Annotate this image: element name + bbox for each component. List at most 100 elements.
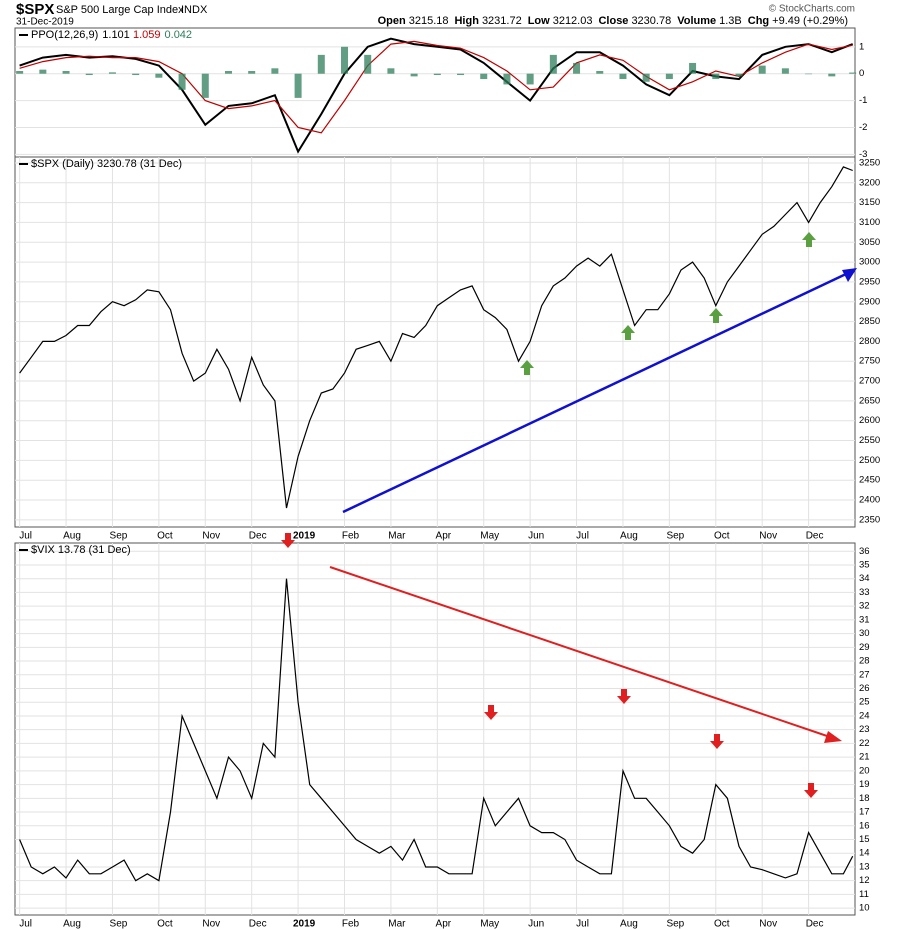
x-tick-label: Nov: [202, 531, 220, 542]
x-tick-label: Mar: [388, 531, 406, 542]
histogram-bar: [433, 73, 441, 76]
legend-value: 1.059: [133, 29, 161, 41]
y-tick-label: 2600: [859, 415, 880, 426]
legend: PPO(12,26,9) 1.101 1.059 0.042: [31, 29, 192, 41]
x-tick-label: Oct: [714, 531, 730, 542]
x-tick-label: Sep: [666, 919, 684, 930]
histogram-bar: [178, 73, 186, 90]
x-tick-label: Nov: [759, 919, 777, 930]
y-tick-label: 2900: [859, 296, 880, 307]
x-tick-label: Jul: [576, 531, 589, 542]
x-tick-label: Sep: [110, 531, 128, 542]
histogram-bar: [549, 54, 557, 74]
x-tick-label: Jul: [576, 919, 589, 930]
histogram-bar: [39, 69, 47, 74]
stat-label: High: [454, 15, 479, 27]
x-tick-label: May: [480, 919, 499, 930]
histogram-bar: [387, 68, 395, 74]
trend-line: [342, 272, 847, 514]
histogram-bar: [457, 73, 465, 76]
y-tick-label: 25: [859, 697, 870, 708]
histogram-bar: [689, 62, 697, 74]
x-tick-label: Apr: [436, 531, 452, 542]
stat-value: +9.49 (+0.29%): [772, 15, 848, 27]
histogram-bar: [16, 71, 24, 74]
y-tick-label: 21: [859, 752, 870, 763]
histogram-bar: [248, 71, 256, 74]
y-tick-label: 30: [859, 628, 870, 639]
stat-value: 3230.78: [631, 15, 672, 27]
arrowhead: [842, 268, 857, 282]
x-tick-label: Jun: [528, 919, 544, 930]
histogram-bar: [132, 73, 140, 76]
histogram-bar: [619, 73, 627, 80]
histogram-bar: [224, 71, 232, 74]
y-tick-label: 3100: [859, 217, 880, 228]
y-tick-label: 2500: [859, 455, 880, 466]
y-tick-label: 3050: [859, 237, 880, 248]
y-tick-label: 35: [859, 559, 870, 570]
histogram-bar: [480, 73, 488, 80]
histogram-bar: [85, 73, 93, 76]
y-tick-label: 0: [859, 68, 864, 79]
up-arrows: [520, 232, 816, 375]
y-tick-label: 2800: [859, 336, 880, 347]
x-tick-label: Jul: [19, 531, 32, 542]
exchange: INDX: [181, 4, 208, 16]
date: 31-Dec-2019: [16, 17, 74, 28]
y-tick-label: 2750: [859, 356, 880, 367]
x-tick-label: Apr: [436, 919, 452, 930]
legend-title: PPO(12,26,9): [31, 29, 98, 41]
x-tick-label: 2019: [293, 531, 316, 542]
x-tick-label: Aug: [620, 531, 638, 542]
y-tick-label: 31: [859, 614, 870, 625]
histogram-bar: [781, 68, 789, 74]
x-tick-label: Feb: [342, 919, 360, 930]
x-tick-label: Dec: [806, 919, 824, 930]
y-tick-label: -3: [859, 149, 867, 160]
histogram-bar: [108, 72, 116, 74]
y-tick-label: 19: [859, 779, 870, 790]
y-tick-label: 20: [859, 765, 870, 776]
x-tick-label: Aug: [620, 919, 638, 930]
y-tick-label: 34: [859, 573, 870, 584]
histogram-bar: [573, 62, 581, 74]
histogram-bar: [665, 73, 673, 80]
series-line: [19, 40, 853, 134]
x-tick-label: Oct: [157, 919, 173, 930]
legend-value: 1.101: [102, 29, 129, 41]
x-tick-label: Nov: [202, 919, 220, 930]
index-name: S&P 500 Large Cap Index: [56, 4, 184, 16]
x-tick-label: Aug: [63, 531, 81, 542]
y-tick-label: 16: [859, 820, 870, 831]
x-tick-label: Mar: [388, 919, 406, 930]
histogram-bar: [596, 71, 604, 74]
y-tick-label: 27: [859, 669, 870, 680]
histogram-bar: [341, 46, 349, 74]
histogram-bar: [294, 73, 302, 98]
stat-value: 3231.72: [481, 15, 522, 27]
y-tick-label: 28: [859, 656, 870, 667]
histogram-bar: [155, 73, 163, 78]
y-tick-label: 3250: [859, 157, 880, 168]
y-tick-label: 12: [859, 875, 870, 886]
y-tick-label: 2850: [859, 316, 880, 327]
y-tick-label: 2700: [859, 376, 880, 387]
y-tick-label: 2550: [859, 435, 880, 446]
x-tick-label: Oct: [714, 919, 730, 930]
y-tick-label: 18: [859, 793, 870, 804]
annotations: [281, 232, 857, 798]
histogram-bar: [271, 68, 279, 74]
y-tick-label: -2: [859, 122, 867, 133]
x-tick-label: Jul: [19, 919, 32, 930]
histogram-bar: [364, 54, 372, 74]
y-tick-label: 11: [859, 889, 869, 900]
y-tick-label: 2350: [859, 514, 880, 525]
x-tick-label: Sep: [110, 919, 128, 930]
y-tick-label: 15: [859, 834, 870, 845]
y-tick-label: 3000: [859, 257, 880, 268]
y-tick-label: 29: [859, 642, 870, 653]
symbol: $SPX: [16, 1, 54, 18]
stat-label: Close: [598, 15, 629, 27]
